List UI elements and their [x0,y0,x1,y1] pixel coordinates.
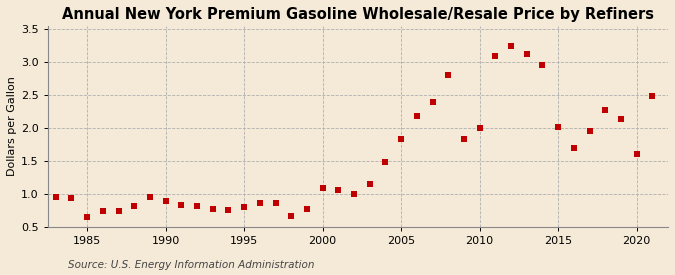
Point [176,203,187,207]
Point [239,205,250,210]
Point [207,206,218,211]
Point [160,199,171,203]
Point [97,209,108,213]
Point [66,196,77,200]
Point [270,200,281,205]
Point [412,114,423,119]
Point [192,204,202,208]
Point [490,53,501,58]
Point [144,195,155,200]
Point [537,63,548,68]
Point [506,43,516,48]
Point [254,201,265,205]
Point [443,73,454,78]
Point [286,214,296,219]
Point [647,94,657,99]
Point [396,136,406,141]
Point [458,136,469,141]
Y-axis label: Dollars per Gallon: Dollars per Gallon [7,76,17,176]
Point [380,160,391,165]
Point [568,146,579,150]
Text: Source: U.S. Energy Information Administration: Source: U.S. Energy Information Administ… [68,260,314,270]
Title: Annual New York Premium Gasoline Wholesale/Resale Price by Refiners: Annual New York Premium Gasoline Wholesa… [62,7,654,22]
Point [616,117,626,121]
Point [113,208,124,213]
Point [427,100,438,104]
Point [223,208,234,212]
Point [475,126,485,130]
Point [302,206,313,211]
Point [364,182,375,186]
Point [349,192,360,196]
Point [631,152,642,157]
Point [51,194,61,199]
Point [333,188,344,192]
Point [600,108,611,112]
Point [129,204,140,208]
Point [553,125,564,130]
Point [317,186,328,190]
Point [82,215,92,219]
Point [584,128,595,133]
Point [521,52,532,56]
